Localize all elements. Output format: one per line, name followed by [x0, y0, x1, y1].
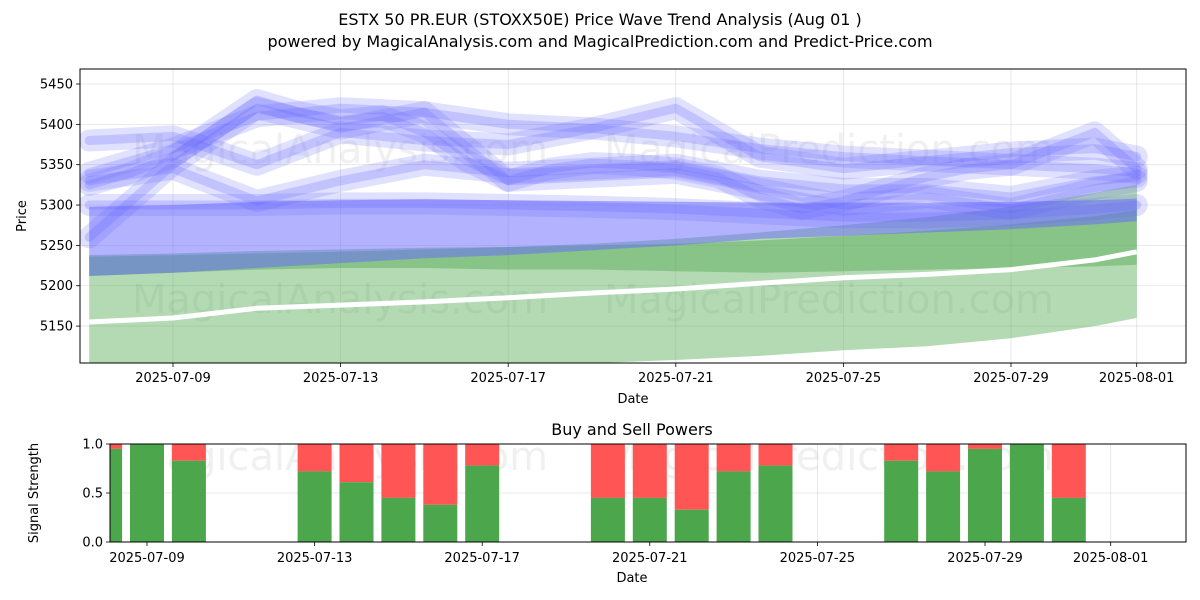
- signal-x-tick-label: 2025-07-13: [277, 551, 353, 566]
- buy-power-bar: [339, 482, 374, 542]
- price-y-tick-label: 5450: [40, 78, 73, 93]
- price-wave-line: [80, 192, 1148, 229]
- sell-power-bar: [339, 444, 374, 483]
- price-y-tick-label: 5150: [40, 320, 73, 335]
- sell-power-bar: [674, 444, 709, 510]
- buy-power-bar: [1009, 444, 1044, 542]
- signal-bars: [110, 444, 1086, 542]
- sell-power-bar: [968, 444, 1002, 449]
- signal-x-tick-label: 2025-07-25: [780, 551, 856, 566]
- signal-y-tick-label: 0.5: [82, 487, 103, 502]
- signal-y-tick-label: 0.0: [82, 536, 103, 551]
- price-x-tick-label: 2025-07-17: [470, 371, 546, 386]
- sell-power-bar: [926, 444, 961, 472]
- signal-x-tick-label: 2025-07-09: [109, 551, 185, 566]
- sell-power-bar: [632, 444, 667, 498]
- price-wave-core: [84, 198, 1142, 222]
- sell-power-bar: [884, 444, 919, 461]
- buy-power-bar: [423, 504, 458, 542]
- price-y-tick-label: 5350: [40, 158, 73, 173]
- buy-power-bar: [926, 471, 961, 542]
- buy-power-bar: [884, 460, 919, 542]
- price-y-tick-label: 5250: [40, 239, 73, 254]
- price-plot-frame: [79, 68, 1187, 364]
- sell-power-bar: [590, 444, 625, 498]
- sell-power-bar: [381, 444, 416, 498]
- buy-power-bar: [110, 448, 123, 542]
- buy-power-bar: [590, 497, 625, 542]
- chart-subtitle: powered by MagicalAnalysis.com and Magic…: [267, 32, 933, 51]
- price-trend-line: [89, 249, 1138, 325]
- signal-y-tick-label: 1.0: [82, 438, 103, 453]
- price-x-tick-label: 2025-07-29: [973, 371, 1049, 386]
- price-x-label: Date: [617, 392, 648, 407]
- signal-x-label: Date: [616, 571, 647, 586]
- buy-power-bar: [758, 465, 793, 542]
- price-wave-core: [84, 103, 1142, 242]
- signal-y-label: Signal Strength: [27, 443, 42, 543]
- sell-power-bar: [110, 444, 123, 449]
- signal-chart-title: Buy and Sell Powers: [551, 420, 713, 439]
- sell-power-bar: [297, 444, 332, 472]
- price-y-tick-label: 5400: [40, 118, 73, 133]
- price-wave-core: [84, 95, 1142, 214]
- price-x-tick-label: 2025-07-13: [303, 371, 379, 386]
- sell-power-bar: [171, 444, 206, 461]
- sell-power-bar: [716, 444, 751, 472]
- price-wave-core: [84, 160, 1142, 206]
- price-wave-core: [84, 103, 1142, 174]
- price-x-tick-label: 2025-08-01: [1099, 371, 1175, 386]
- buy-power-bar: [297, 471, 332, 542]
- blue-price-band: [89, 198, 1137, 276]
- price-x-tick-label: 2025-07-25: [806, 371, 882, 386]
- buy-power-bar: [465, 465, 500, 542]
- signal-axes: 2025-07-09 2025-07-13 2025-07-17 2025-07-21…: [82, 438, 1148, 567]
- sell-power-bar: [1051, 444, 1086, 498]
- price-x-tick-label: 2025-07-21: [638, 371, 714, 386]
- signal-x-tick-label: 2025-07-29: [947, 551, 1023, 566]
- signal-x-tick-label: 2025-07-21: [612, 551, 688, 566]
- chart-title: ESTX 50 PR.EUR (STOXX50E) Price Wave Tre…: [338, 10, 862, 29]
- buy-power-bar: [1051, 497, 1086, 542]
- sell-power-bar: [423, 444, 458, 505]
- sell-power-bar: [758, 444, 793, 466]
- signal-x-tick-label: 2025-07-17: [444, 551, 520, 566]
- price-x-tick-label: 2025-07-09: [135, 371, 211, 386]
- buy-power-bar: [381, 497, 416, 542]
- buy-power-bar: [130, 444, 164, 542]
- price-y-tick-label: 5300: [40, 199, 73, 214]
- price-marks: [80, 89, 1148, 363]
- sell-power-bar: [465, 444, 500, 466]
- watermark-text: MagicalPrediction.com: [604, 127, 1054, 173]
- price-y-tick-label: 5200: [40, 279, 73, 294]
- price-y-label: Price: [15, 200, 30, 232]
- price-wave-line: [80, 153, 1148, 212]
- signal-x-tick-label: 2025-08-01: [1073, 551, 1149, 566]
- price-wave-line: [80, 97, 1148, 249]
- buy-power-bar: [632, 497, 667, 542]
- price-axes: 2025-07-09 2025-07-13 2025-07-17 2025-07-21…: [40, 78, 1175, 387]
- price-watermarks: MagicalAnalysis.com MagicalPrediction.co…: [132, 127, 1054, 323]
- watermark-text: MagicalPrediction.com: [604, 277, 1054, 323]
- price-wave-line: [80, 89, 1148, 221]
- watermark-text: MagicalAnalysis.com: [132, 127, 548, 173]
- buy-power-bar: [674, 509, 709, 542]
- buy-power-bar: [171, 460, 206, 542]
- price-wave-line: [80, 97, 1148, 180]
- price-wave-core: [84, 103, 1142, 178]
- price-wave-line: [80, 97, 1148, 184]
- buy-power-bar: [968, 448, 1002, 542]
- buy-power-bar: [716, 471, 751, 542]
- green-price-band: [89, 209, 1137, 363]
